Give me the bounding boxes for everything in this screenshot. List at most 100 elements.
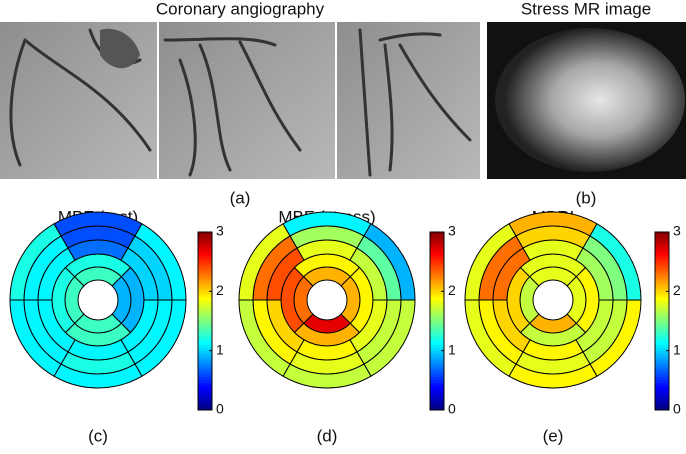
colorbar-step (198, 404, 212, 408)
colorbar-step (655, 279, 669, 283)
colorbar-tick-label: 0 (216, 401, 224, 417)
colorbar-step (198, 297, 212, 301)
colorbar-step (655, 258, 669, 263)
colorbar-step (430, 243, 444, 248)
colorbar-tick-label: 3 (673, 223, 681, 239)
colorbar-step (198, 294, 212, 298)
colorbar-step (198, 326, 212, 331)
colorbar-step (430, 252, 444, 257)
colorbar-step (430, 341, 444, 346)
colorbar-step (198, 338, 212, 343)
colorbar-step (198, 240, 212, 245)
colorbar-tick-label: 2 (216, 282, 224, 298)
colorbar-step (198, 258, 212, 263)
caption: (b) (576, 188, 597, 207)
colorbar-step (655, 285, 669, 289)
colorbar-step (430, 273, 444, 277)
colorbar-step (655, 252, 669, 257)
colorbar-step (430, 282, 444, 286)
colorbar-step (198, 353, 212, 358)
colorbar-step (198, 291, 212, 295)
colorbar-step (655, 270, 669, 275)
colorbar-step (430, 401, 444, 405)
colorbar-step (655, 291, 669, 295)
colorbar-step (430, 383, 444, 387)
colorbar-step (655, 341, 669, 346)
colorbar-tick-label: 3 (216, 223, 224, 239)
colorbar-step (430, 267, 444, 272)
colorbar-step (198, 300, 212, 304)
colorbar-step (430, 407, 444, 411)
colorbar-step (430, 258, 444, 263)
colorbar-step (198, 232, 212, 236)
colorbar-step (430, 374, 444, 378)
colorbar-step (655, 404, 669, 408)
colorbar-step (430, 389, 444, 393)
colorbar-step (430, 377, 444, 381)
colorbar-step (655, 255, 669, 260)
colorbar-step (198, 350, 212, 355)
colorbar-frame (654, 231, 670, 411)
colorbar-step (430, 398, 444, 402)
colorbar-step (655, 362, 669, 366)
colorbar-step (198, 368, 212, 372)
colorbar-step (430, 365, 444, 369)
colorbar-step (655, 323, 669, 328)
colorbar-step (655, 332, 669, 337)
colorbar-step (198, 234, 212, 239)
colorbar-step (430, 303, 444, 307)
mr-image (487, 22, 686, 179)
colorbar-step (430, 315, 444, 319)
colorbar-step (655, 234, 669, 239)
colorbar-step (655, 389, 669, 393)
colorbar-step (430, 294, 444, 298)
colorbar-step (655, 407, 669, 411)
header: Coronary angiography (156, 0, 325, 18)
colorbar-step (198, 383, 212, 387)
colorbar-step (198, 341, 212, 346)
colorbar-step (198, 359, 212, 364)
colorbar-tick-label: 2 (448, 282, 456, 298)
colorbar-step (198, 321, 212, 325)
colorbar-step (655, 335, 669, 340)
colorbar-step (198, 303, 212, 307)
colorbar-step (198, 264, 212, 269)
colorbar-step (430, 270, 444, 275)
colorbar-step (430, 344, 444, 349)
colorbar-tick-label: 1 (448, 341, 456, 357)
colorbar-step (430, 234, 444, 239)
colorbar-step (655, 353, 669, 358)
colorbar-step (198, 389, 212, 393)
angiography-images (0, 22, 480, 179)
colorbar-step (198, 282, 212, 286)
colorbar-step (430, 332, 444, 337)
colorbar-step (655, 276, 669, 280)
colorbar-step (655, 312, 669, 316)
colorbar-step (430, 353, 444, 358)
colorbar-step (198, 323, 212, 328)
colorbar-step (430, 395, 444, 399)
colorbar-step (198, 270, 212, 275)
colorbar-step (198, 344, 212, 349)
colorbar-step (430, 368, 444, 372)
colorbar-step (430, 392, 444, 396)
caption: (c) (88, 426, 108, 445)
colorbar-step (655, 294, 669, 298)
colorbar-step (430, 371, 444, 375)
colorbar-step (655, 383, 669, 387)
colorbar-step (655, 306, 669, 310)
colorbar-step (655, 273, 669, 277)
colorbar-step (655, 243, 669, 248)
colorbar-step (655, 261, 669, 266)
colorbar-step (655, 264, 669, 269)
colorbar-step (655, 365, 669, 369)
colorbar-tick-label: 3 (448, 223, 456, 239)
colorbar-step (430, 329, 444, 334)
colorbar-step (430, 285, 444, 289)
colorbar-step (655, 246, 669, 251)
colorbar-step (198, 267, 212, 272)
colorbar-step (655, 282, 669, 286)
colorbar-step (430, 255, 444, 260)
colorbar-step (655, 401, 669, 405)
colorbar-step (198, 318, 212, 322)
